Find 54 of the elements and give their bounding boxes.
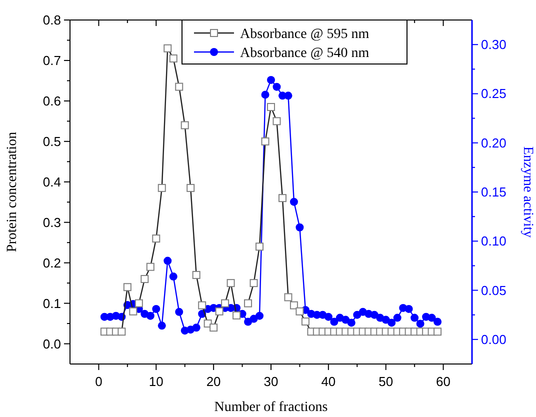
- point: [272, 82, 281, 91]
- point: [393, 314, 402, 322]
- y-tick-label: 0.6: [42, 93, 61, 108]
- x-tick-label: 60: [436, 374, 451, 389]
- point: [146, 312, 154, 320]
- point: [284, 92, 292, 100]
- y2-tick-label: 0.20: [481, 135, 506, 150]
- point: [404, 304, 413, 313]
- y-tick-label: 0.8: [42, 12, 61, 28]
- point: [290, 198, 298, 206]
- y-tick-label: 0.0: [42, 336, 61, 352]
- point: [244, 318, 252, 326]
- y-tick-label: 0.5: [42, 134, 61, 149]
- point: [267, 76, 275, 84]
- point: [261, 90, 270, 99]
- point: [169, 272, 178, 281]
- point: [330, 318, 338, 326]
- y-axis-title: Protein concentration: [5, 132, 20, 252]
- y2-tick-label: 0.15: [481, 184, 506, 200]
- y-tick-label: 0.4: [42, 174, 61, 190]
- legend-label: Absorbance @ 595 nm: [240, 27, 370, 42]
- x-tick-label: 0: [95, 374, 102, 389]
- y2-tick-label: 0.25: [481, 86, 506, 102]
- x-tick-label: 10: [148, 374, 164, 389]
- x-tick-label: 30: [264, 374, 278, 389]
- y2-tick-label: 0.00: [481, 332, 506, 347]
- x-axis-title: Number of fractions: [214, 400, 328, 415]
- point: [152, 304, 160, 313]
- point: [416, 320, 424, 328]
- y-tick-label: 0.7: [42, 52, 61, 68]
- y-tick-label: 0.2: [42, 255, 61, 270]
- point: [296, 223, 304, 232]
- y2-axis-title: Enzyme activity: [520, 146, 535, 238]
- point: [428, 314, 436, 322]
- x-tick-label: 40: [321, 374, 336, 389]
- point: [410, 314, 419, 322]
- x-tick-label: 20: [206, 374, 221, 389]
- legend-label: Absorbance @ 540 nm: [240, 46, 370, 61]
- x-tick-label: 50: [378, 374, 394, 389]
- point: [175, 308, 184, 316]
- y2-tick-label: 0.05: [481, 282, 506, 298]
- point: [388, 318, 396, 327]
- point: [434, 318, 442, 326]
- y-tick-label: 0.3: [42, 214, 61, 230]
- point: [158, 322, 166, 330]
- point: [353, 310, 362, 319]
- point: [192, 324, 200, 332]
- point: [256, 312, 264, 320]
- y2-tick-label: 0.30: [481, 37, 506, 52]
- y2-tick-label: 0.10: [481, 234, 506, 249]
- point: [347, 318, 356, 327]
- y-tick-label: 0.1: [42, 296, 61, 311]
- point: [324, 312, 332, 321]
- point: [164, 256, 172, 265]
